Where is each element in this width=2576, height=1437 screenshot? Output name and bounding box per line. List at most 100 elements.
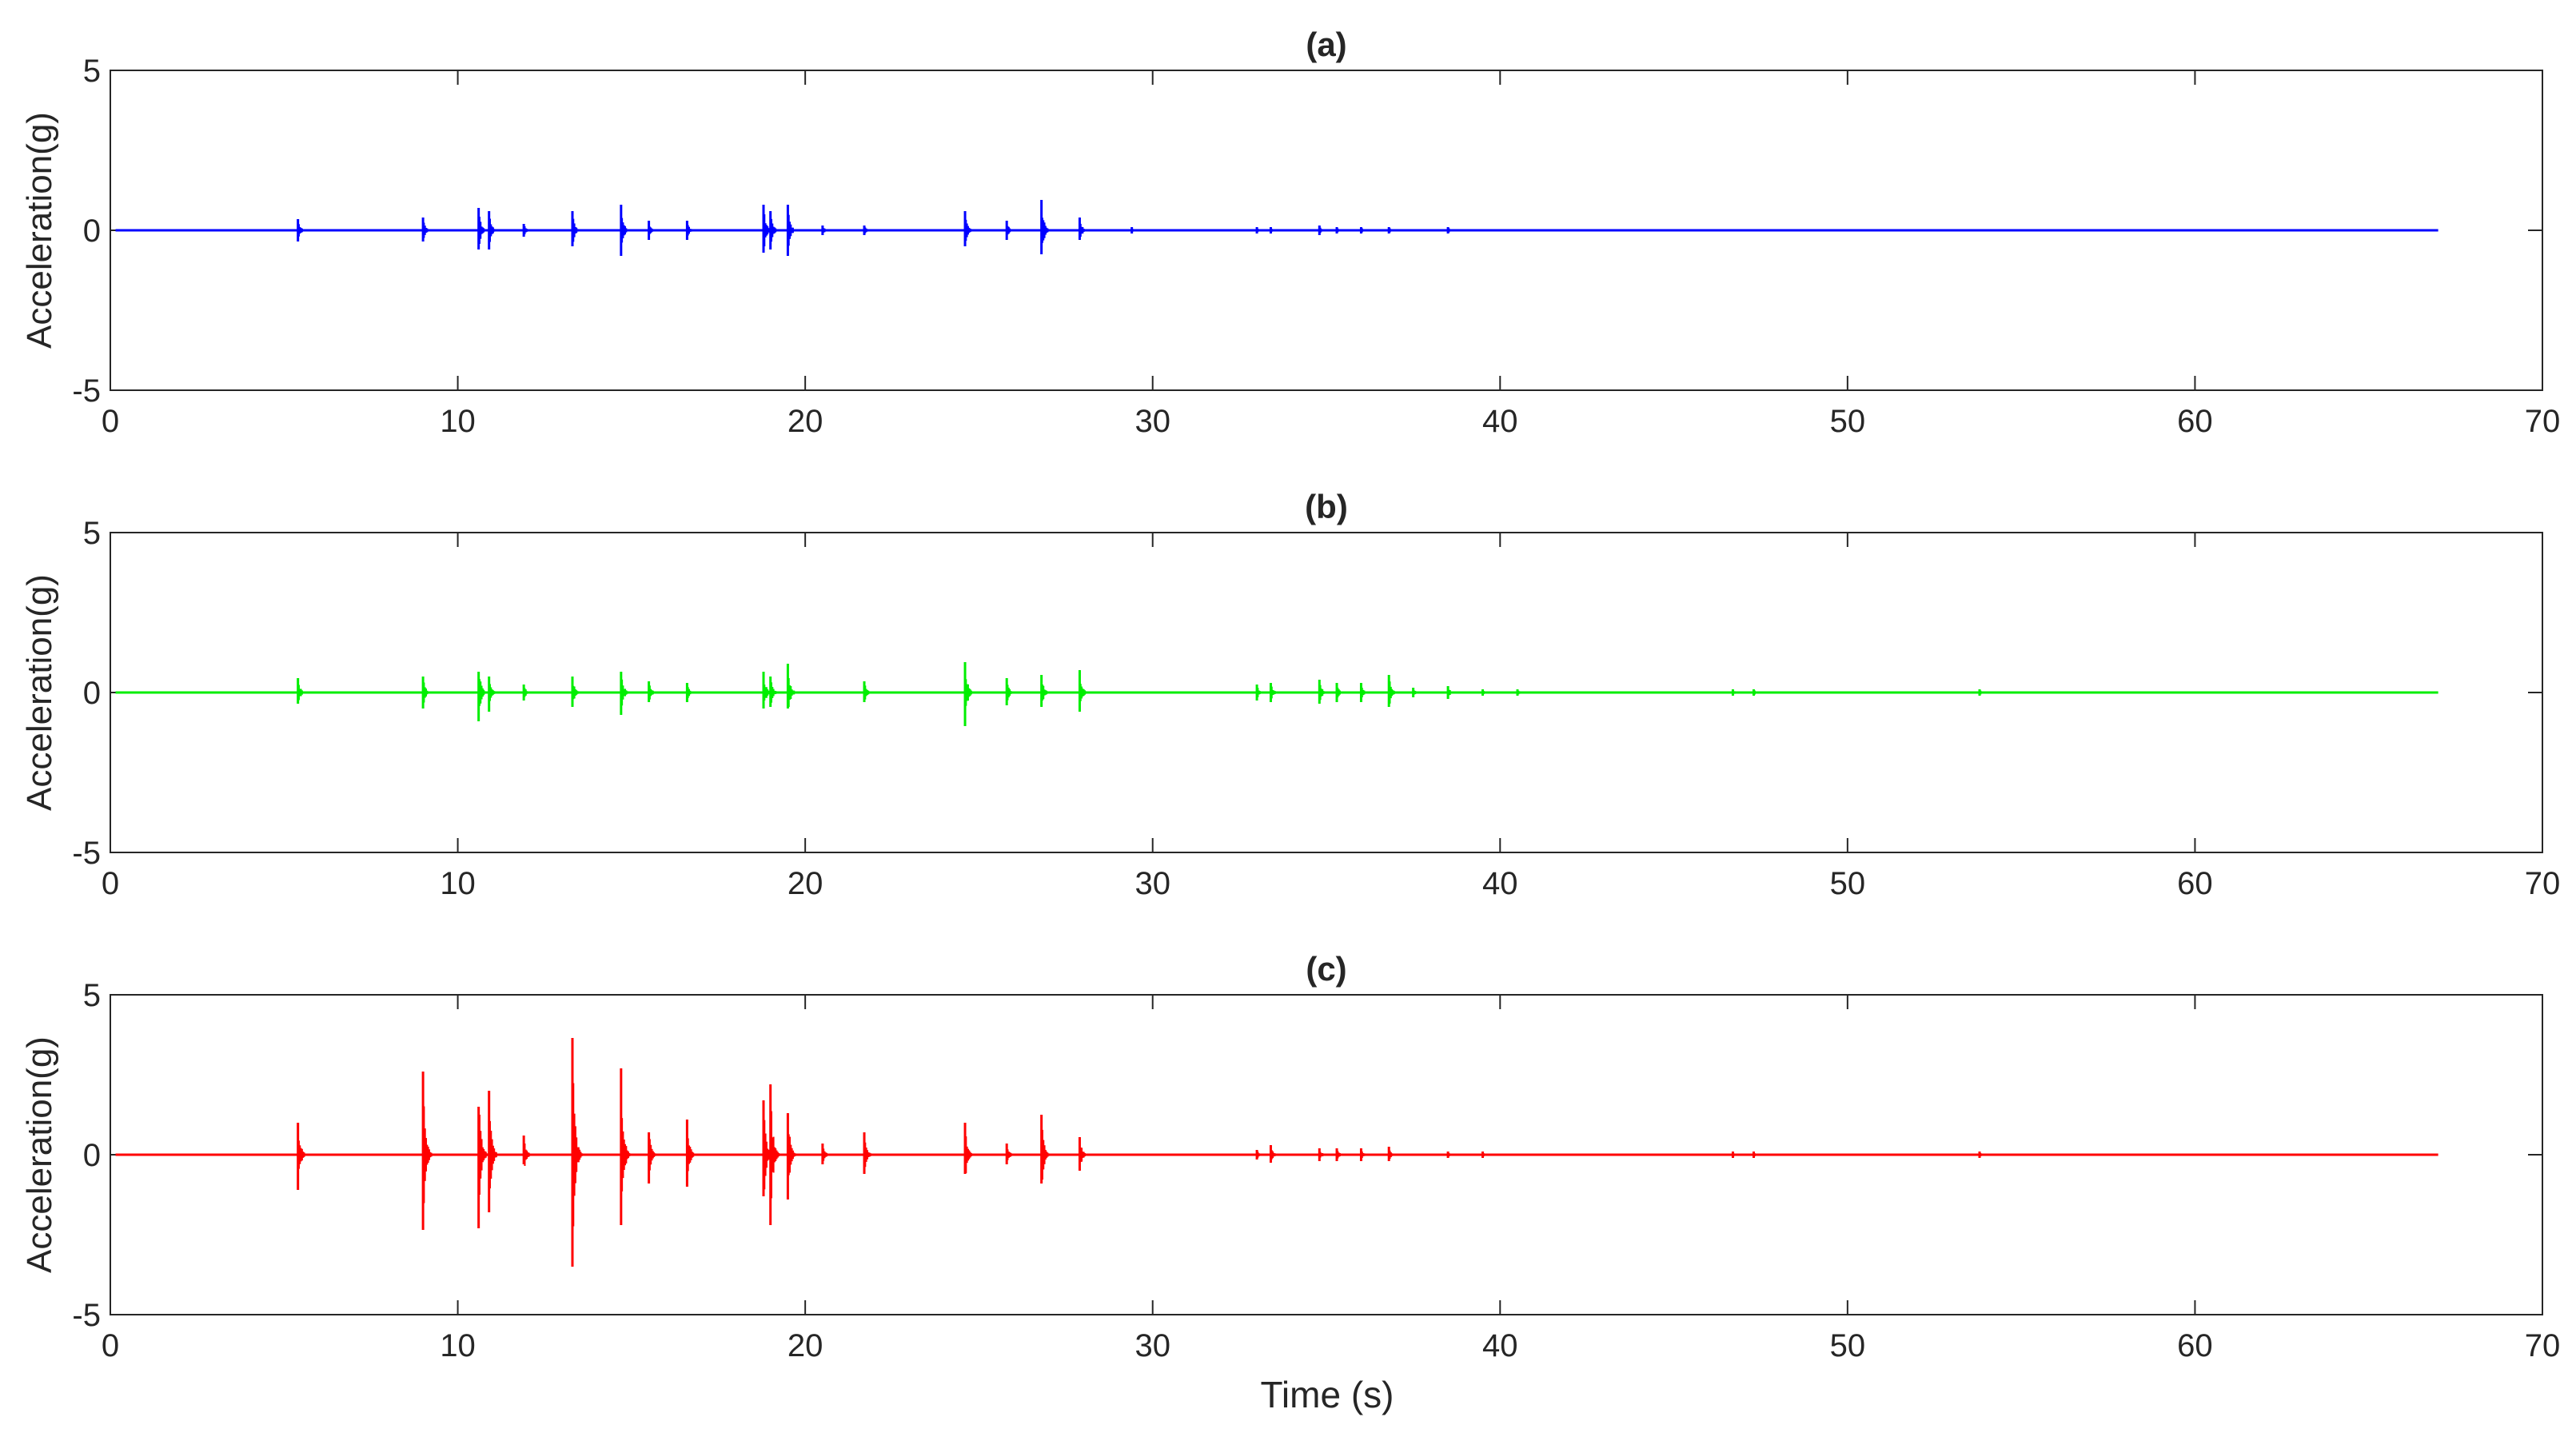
signal-spike	[477, 208, 489, 249]
signal-spike	[1359, 227, 1372, 234]
x-tick-label: 0	[102, 1328, 119, 1363]
x-tick-label: 70	[2525, 1328, 2561, 1363]
signal-spike	[786, 664, 799, 709]
signal-spike	[1005, 678, 1017, 705]
signal-spike	[1335, 1148, 1347, 1161]
chart-title: (c)	[1306, 950, 1346, 988]
signal-spike	[1335, 227, 1347, 234]
signal-spike	[769, 1084, 781, 1225]
signal-spike	[786, 1113, 799, 1199]
signal-spike	[769, 677, 781, 707]
signal-spike	[1978, 689, 1990, 696]
signal-spike	[685, 683, 698, 702]
signal-spike	[1255, 1150, 1267, 1160]
x-tick-label: 30	[1134, 1328, 1170, 1363]
signal-spike	[1335, 683, 1347, 702]
signal-spike	[821, 1144, 833, 1164]
signal-spike	[1359, 683, 1372, 702]
signal-spike	[1078, 1137, 1091, 1171]
signal-spike	[1318, 1148, 1330, 1161]
signal-spike	[963, 1123, 975, 1174]
signal-spike	[522, 685, 534, 701]
x-tick-label: 40	[1482, 1328, 1518, 1363]
signal-spike	[685, 1120, 698, 1187]
signal-spike	[1753, 1152, 1765, 1158]
y-axis-label: Acceleration(g)	[20, 1036, 59, 1273]
x-tick-label: 50	[1830, 1328, 1866, 1363]
y-axis-label: Acceleration(g)	[20, 112, 59, 349]
signal-spike	[1005, 221, 1017, 240]
x-tick-label: 20	[788, 1328, 823, 1363]
signal-spike	[821, 226, 833, 235]
signal-spike	[620, 672, 632, 715]
signal-spike	[477, 1107, 489, 1228]
y-tick-label: 0	[83, 676, 101, 711]
signal-spike	[685, 221, 698, 240]
signal-spike	[769, 211, 781, 249]
signal-spike	[620, 205, 632, 256]
x-tick-label: 50	[1830, 404, 1866, 439]
signal-spike	[571, 677, 583, 707]
signal-spike	[1040, 675, 1052, 707]
x-tick-label: 10	[440, 404, 476, 439]
signal-spike	[1481, 1152, 1493, 1158]
figure-x-axis-label: Time (s)	[1261, 1374, 1394, 1415]
x-tick-label: 60	[2177, 404, 2213, 439]
signal-spike	[297, 1123, 309, 1190]
signal-spike	[1130, 227, 1142, 234]
x-tick-label: 30	[1134, 404, 1170, 439]
x-tick-label: 60	[2177, 1328, 2213, 1363]
x-tick-label: 40	[1482, 404, 1518, 439]
signal-spike	[1387, 227, 1399, 234]
signal-spike	[1318, 680, 1330, 704]
signal-spike	[1255, 685, 1267, 701]
signal-spike	[1446, 686, 1458, 699]
y-tick-label: -5	[72, 836, 101, 871]
y-axis-label: Acceleration(g)	[20, 574, 59, 811]
signal-spike	[1731, 1152, 1744, 1158]
signal-spike	[1731, 689, 1744, 696]
signal-spike	[648, 681, 660, 702]
y-tick-label: 5	[83, 516, 101, 551]
x-tick-label: 60	[2177, 866, 2213, 901]
signal-spike	[1255, 227, 1267, 234]
signal-spike	[1005, 1144, 1017, 1164]
signal-spike	[571, 211, 583, 246]
signal-spike	[421, 218, 433, 241]
x-tick-label: 40	[1482, 866, 1518, 901]
signal-spike	[1078, 670, 1091, 712]
y-tick-label: -5	[72, 373, 101, 409]
signal-spike	[297, 219, 309, 241]
x-tick-label: 20	[788, 866, 823, 901]
signal-spike	[1078, 218, 1091, 240]
x-tick-label: 70	[2525, 866, 2561, 901]
signal-spike	[488, 1091, 500, 1212]
signal-spike	[297, 678, 309, 704]
x-tick-label: 50	[1830, 866, 1866, 901]
signal-spike	[1412, 688, 1424, 697]
signal-spike	[1269, 227, 1282, 234]
signal-spike	[863, 1132, 875, 1174]
signal-spike	[477, 672, 489, 721]
signal-spike	[1269, 1145, 1282, 1163]
x-tick-label: 70	[2525, 404, 2561, 439]
signal-spike	[571, 1038, 583, 1267]
signal-spike	[1387, 675, 1399, 707]
signal-spike	[863, 226, 875, 235]
x-tick-label: 30	[1134, 866, 1170, 901]
signal-spike	[863, 681, 875, 702]
y-tick-label: 0	[83, 214, 101, 249]
signal-spike	[1040, 1115, 1052, 1184]
signal-spike	[522, 224, 534, 237]
y-tick-label: -5	[72, 1298, 101, 1333]
signal-spike	[488, 211, 500, 249]
signal-spike	[786, 205, 799, 256]
y-tick-label: 5	[83, 54, 101, 89]
signal-spike	[1318, 226, 1330, 235]
x-tick-label: 20	[788, 404, 823, 439]
signal-spike	[421, 677, 433, 709]
